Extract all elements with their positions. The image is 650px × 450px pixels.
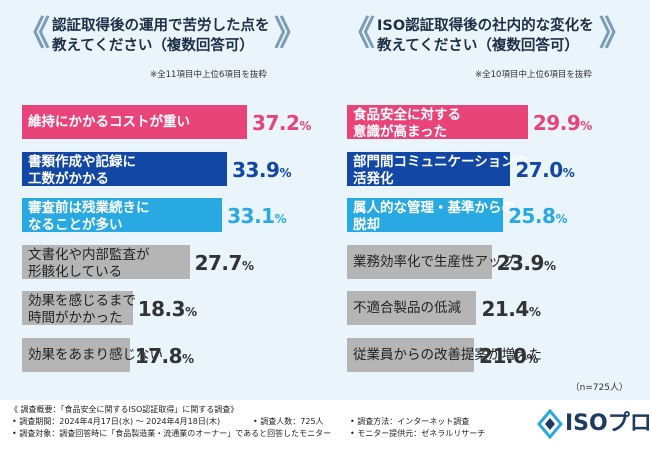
bar-4: 業務効率化で生産性アップ: [347, 244, 515, 279]
survey-target: • 調査対象：調査回答時に「食品製造業・流通業のオーナー」であると回答したモニタ…: [12, 429, 332, 438]
bar-value-number: 33.9: [232, 157, 280, 182]
bar-label-line-1: 業務効率化で生産性アップ: [353, 253, 515, 270]
right-bracket-icon: 》: [274, 14, 308, 54]
bar-value-label: 29.9%: [533, 111, 592, 135]
bar-label-line-1: 効果を感じるまで: [28, 293, 136, 309]
left-chart-title-line-2: 教えてください（複数回答可）: [52, 38, 254, 54]
bar-1: 食品安全に対する 意識が高まった: [347, 105, 528, 140]
bar-value-label: 18.3%: [138, 297, 197, 321]
sample-size-label: （n=725人）: [570, 383, 628, 393]
bar-value-label: 23.9%: [497, 251, 556, 275]
right-chart-title-line-2: 教えてください（複数回答可）: [377, 38, 579, 54]
bar-6: 効果をあまり感じない: [22, 337, 163, 372]
left-chart-title: 《 認証取得後の運用で苦労した点を 教えてください（複数回答可） 》: [16, 10, 308, 60]
bar-label-line-1: 審査前は残業続きに: [28, 200, 150, 216]
bar-value-unit: %: [279, 165, 291, 180]
right-chart-note: ※全10項目中上位6項目を抜粋: [475, 70, 592, 80]
bar-value-number: 37.2: [252, 111, 300, 135]
survey-respondents: • 調査人数：725人: [253, 417, 324, 426]
bar-3: 属人的な管理・基準からの 脱却: [347, 198, 515, 233]
left-chart-bars: 維持にかかるコストが重い 37.2% 書類作成や記録に 工数がかかる 33.9% 審査前は…: [0, 0, 325, 395]
bar-label-line-2: 脱却: [353, 217, 380, 233]
right-chart-panel: 《 ISO認証取得後の社内的な変化を 教えてください（複数回答可） 》 ※全10…: [325, 0, 650, 395]
right-chart-bars: 食品安全に対する 意識が高まった 29.9% 部門間コミュニケーションの 活発化 27.0…: [325, 0, 650, 395]
bar-2: 書類作成や記録に 工数がかかる: [22, 151, 228, 187]
bar-label-line-2: 活発化: [353, 170, 394, 187]
bar-value-number: 23.9: [496, 250, 545, 275]
bar-3: 審査前は残業続きに なることが多い: [22, 198, 223, 233]
bar-label-line-1: 食品安全に対する: [353, 107, 461, 123]
bar-value-number: 33.1: [227, 204, 275, 228]
bar-6: 従業員からの改善提案が増えた: [347, 337, 542, 372]
bar-label-line-1: 書類作成や記録に: [28, 153, 136, 170]
bar-value-label: 27.7%: [195, 251, 254, 275]
bar-value-number: 27.7: [194, 250, 243, 275]
left-bracket-icon: 《: [341, 14, 375, 54]
bar-value-unit: %: [185, 305, 197, 319]
bar-value-label: 21.4%: [481, 297, 540, 321]
right-bracket-icon: 》: [599, 14, 633, 54]
bar-value-number: 18.3: [137, 297, 186, 321]
bar-label-line-1: 維持にかかるコストが重い: [28, 114, 190, 130]
bar-label-line-1: 文書化や内部監査が: [28, 246, 150, 263]
bar-2: 部門間コミュニケーションの 活発化: [347, 151, 529, 187]
bar-label-line-2: 意識が高まった: [353, 124, 447, 140]
bar-value-number: 25.8: [508, 204, 556, 228]
bar-value-unit: %: [182, 351, 194, 366]
bar-4: 文書化や内部監査が 形骸化している: [22, 244, 190, 280]
bar-value-label: 21.0%: [479, 344, 538, 368]
bar-label-line-2: なることが多い: [28, 217, 123, 233]
bar-1: 維持にかかるコストが重い: [22, 105, 248, 139]
bar-label-line-1: 属人的な管理・基準からの: [353, 200, 515, 216]
bar-value-unit: %: [528, 305, 541, 319]
bar-value-unit: %: [580, 119, 592, 133]
isopro-logo: ISOプロ: [537, 408, 650, 440]
survey-title: 《 調査概要：「食品安全に関するISO認証取得」に関する調査》: [10, 405, 239, 414]
bar-label-line-2: 工数がかかる: [28, 170, 109, 187]
bar-value-number: 29.9: [532, 111, 581, 135]
left-chart-title-line-1: 認証取得後の運用で苦労した点を: [52, 18, 270, 34]
survey-method: • 調査方法：インターネット調査: [350, 417, 470, 426]
survey-period: • 調査期間：2024年4月17日(水) ～ 2024年4月18日(木): [12, 417, 221, 426]
bar-label-line-2: 形骸化している: [28, 263, 123, 280]
bar-value-label: 33.9%: [232, 158, 291, 182]
survey-provider: • モニター提供元：ゼネラルリサーチ: [350, 429, 486, 438]
bar-label-line-1: 従業員からの改善提案が増えた: [353, 346, 542, 363]
bar-label-line-2: 時間がかかった: [28, 310, 123, 326]
bar-value-unit: %: [274, 212, 287, 226]
bar-label-line-1: 部門間コミュニケーションの: [353, 153, 529, 170]
bar-5: 効果を感じるまで 時間がかかった: [22, 291, 136, 326]
right-chart-title-line-1: ISO認証取得後の社内的な変化を: [377, 18, 594, 34]
left-chart-note: ※全11項目中上位6項目を抜粋: [150, 70, 267, 80]
bar-value-number: 21.4: [481, 297, 529, 321]
logo-diamond-icon: [537, 408, 563, 440]
bar-value-label: 27.0%: [515, 158, 574, 182]
bar-value-number: 21.0: [479, 343, 527, 368]
logo-text: ISOプロ: [565, 411, 650, 436]
bar-value-label: 37.2%: [252, 111, 311, 135]
bar-value-label: 25.8%: [508, 204, 567, 228]
bar-label-line-1: 不適合製品の低減: [353, 300, 461, 316]
bar-value-label: 17.8%: [135, 344, 194, 368]
bar-5: 不適合製品の低減: [347, 291, 477, 325]
left-bracket-icon: 《: [16, 14, 50, 54]
right-chart-title: 《 ISO認証取得後の社内的な変化を 教えてください（複数回答可） 》: [341, 10, 633, 60]
bar-value-unit: %: [555, 212, 567, 226]
bar-value-number: 17.8: [134, 343, 183, 368]
bar-value-unit: %: [543, 258, 556, 273]
bar-value-label: 33.1%: [227, 204, 286, 228]
bar-value-unit: %: [526, 351, 538, 366]
left-chart-panel: 《 認証取得後の運用で苦労した点を 教えてください（複数回答可） 》 ※全11項…: [0, 0, 325, 395]
bar-value-unit: %: [241, 258, 254, 273]
bar-value-number: 27.0: [515, 157, 563, 182]
bar-label-line-1: 効果をあまり感じない: [28, 346, 163, 363]
bar-value-unit: %: [562, 165, 575, 180]
bar-value-unit: %: [299, 119, 311, 133]
